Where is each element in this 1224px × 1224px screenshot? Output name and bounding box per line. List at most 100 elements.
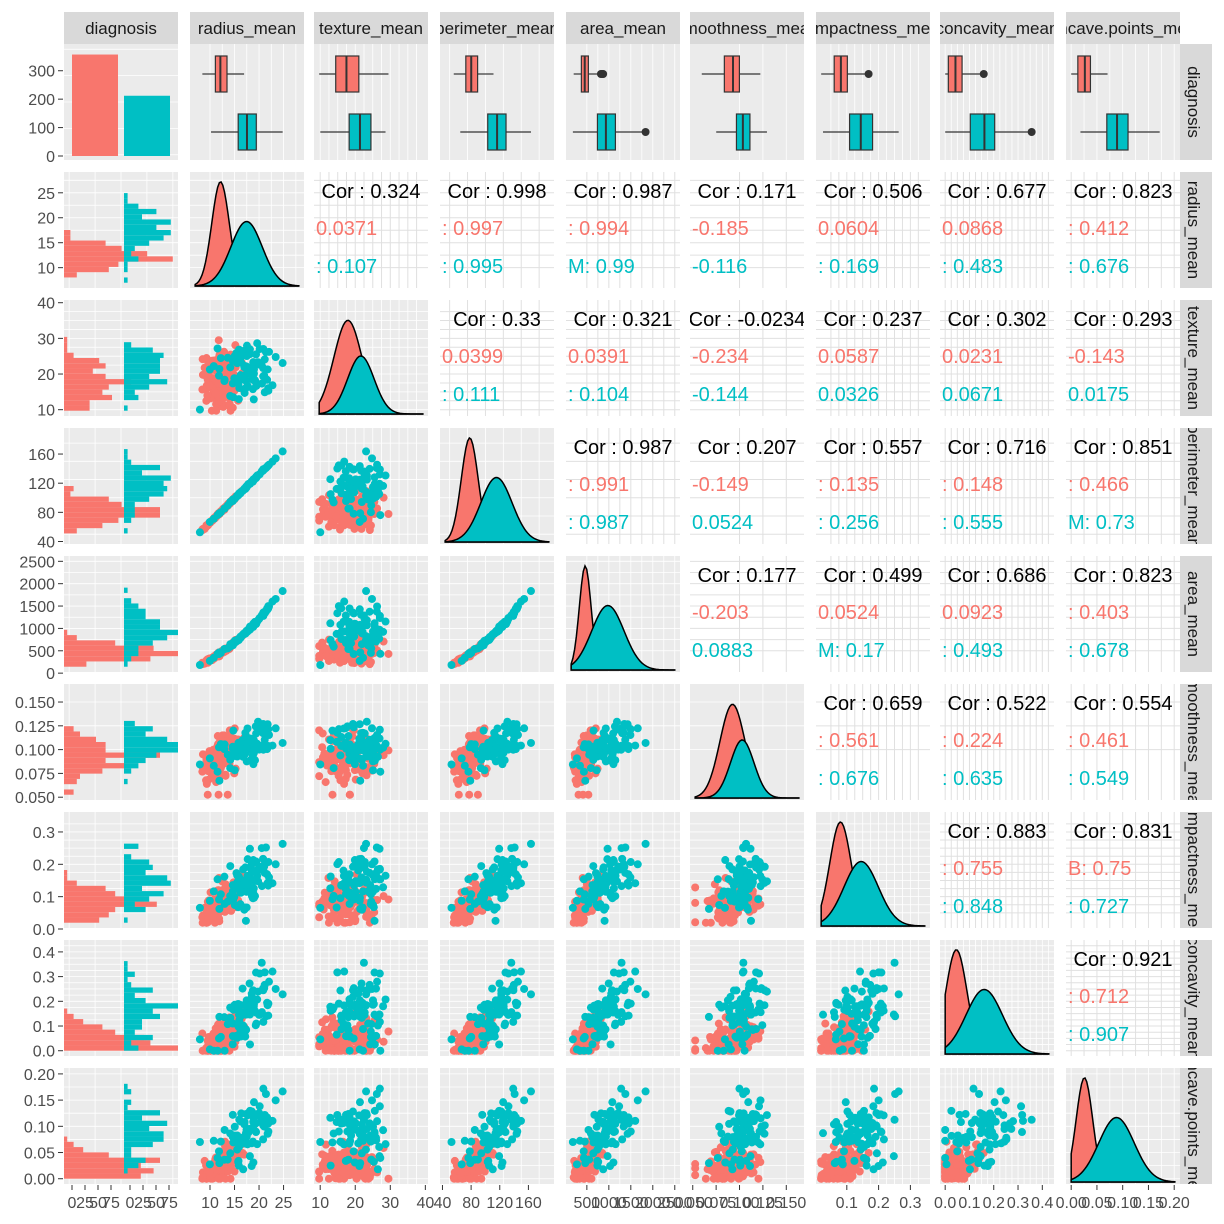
point-M bbox=[347, 495, 356, 504]
point-M bbox=[337, 880, 346, 889]
point-M bbox=[326, 1006, 335, 1015]
column-strip-2: texture_mean bbox=[314, 12, 428, 44]
hist-bar-M bbox=[124, 971, 135, 977]
point-M bbox=[491, 887, 500, 896]
box-B bbox=[723, 55, 740, 93]
hist-bar-B bbox=[64, 373, 106, 380]
hist-bar-B bbox=[64, 1019, 84, 1025]
point-M bbox=[223, 501, 232, 510]
hist-bar-B bbox=[64, 266, 109, 273]
hist-bar-M bbox=[124, 266, 128, 273]
hist-bar-B bbox=[64, 896, 144, 902]
hist-bar-B bbox=[64, 1045, 178, 1051]
point-B bbox=[315, 726, 324, 735]
row-strip-8: concave.points_mean bbox=[1178, 1068, 1212, 1184]
y-tick-label: 2000 bbox=[19, 577, 55, 594]
point-M bbox=[220, 872, 229, 881]
point-M bbox=[241, 484, 250, 493]
point-M bbox=[367, 594, 376, 603]
hist-bar-M bbox=[124, 517, 132, 523]
point-M bbox=[499, 736, 508, 745]
hist-bar-M bbox=[124, 528, 128, 534]
point-M bbox=[473, 897, 482, 906]
point-B bbox=[574, 790, 583, 799]
point-M bbox=[626, 858, 635, 867]
point-B bbox=[384, 1027, 393, 1036]
histograms bbox=[64, 449, 171, 534]
point-B bbox=[379, 1037, 388, 1046]
point-B bbox=[209, 1029, 218, 1038]
bar-B bbox=[72, 54, 118, 156]
point-M bbox=[223, 897, 232, 906]
point-B bbox=[318, 743, 327, 752]
point-M bbox=[220, 377, 229, 386]
strip-background bbox=[566, 12, 680, 44]
point-M bbox=[242, 1009, 251, 1018]
hist-bar-M bbox=[124, 763, 139, 769]
scatter bbox=[315, 447, 393, 537]
hist-bar-B bbox=[64, 773, 80, 779]
strip-background bbox=[1178, 428, 1212, 544]
point-M bbox=[252, 1019, 261, 1028]
point-M bbox=[316, 1035, 325, 1044]
hist-bar-B bbox=[64, 757, 106, 764]
point-M bbox=[247, 754, 256, 763]
point-M bbox=[364, 752, 373, 761]
point-M bbox=[633, 724, 642, 733]
hist-bar-M bbox=[124, 1168, 128, 1174]
panel-background bbox=[440, 556, 554, 672]
scatter bbox=[447, 839, 535, 927]
point-M bbox=[249, 365, 258, 374]
point-M bbox=[263, 998, 272, 1007]
hist-bar-M bbox=[124, 619, 160, 625]
strip-background bbox=[1178, 812, 1212, 928]
hist-bar-M bbox=[124, 491, 164, 497]
point-B bbox=[706, 918, 715, 927]
point-M bbox=[360, 745, 369, 754]
hist-bar-M bbox=[124, 1089, 132, 1095]
point-M bbox=[214, 371, 223, 380]
panel-0-7 bbox=[940, 44, 1054, 160]
column-strip-1: radius_mean bbox=[190, 12, 304, 44]
density-M bbox=[194, 220, 300, 287]
point-M bbox=[366, 1032, 375, 1041]
point-M bbox=[255, 862, 264, 871]
hist-bar-M bbox=[124, 976, 128, 983]
point-M bbox=[278, 359, 287, 368]
point-M bbox=[467, 740, 476, 749]
point-B bbox=[221, 880, 230, 889]
point-M bbox=[205, 365, 214, 374]
point-M bbox=[362, 616, 371, 625]
point-M bbox=[373, 602, 382, 611]
strip-background bbox=[314, 12, 428, 44]
row-strip-label: area_mean bbox=[1184, 571, 1203, 657]
y-tick-label: 20 bbox=[37, 211, 55, 228]
point-M bbox=[631, 741, 640, 750]
hist-bar-B bbox=[64, 491, 71, 497]
point-M bbox=[255, 1010, 264, 1019]
boxplots bbox=[319, 55, 389, 151]
hist-bar-B bbox=[64, 1034, 144, 1041]
hist-bar-M bbox=[124, 731, 146, 737]
point-M bbox=[241, 1025, 250, 1034]
point-M bbox=[235, 383, 244, 392]
point-M bbox=[355, 736, 364, 745]
point-M bbox=[248, 385, 257, 394]
boxplots bbox=[202, 55, 283, 151]
point-M bbox=[271, 860, 280, 869]
panel-8-0 bbox=[64, 1068, 178, 1184]
point-M bbox=[334, 602, 343, 611]
column-strip-label: texture_mean bbox=[319, 19, 423, 38]
point-M bbox=[368, 483, 377, 492]
x-tick-label: 0.2 bbox=[867, 1195, 889, 1212]
hist-bar-M bbox=[124, 394, 139, 401]
point-M bbox=[246, 1040, 255, 1049]
strip-background bbox=[440, 12, 554, 44]
point-M bbox=[236, 751, 245, 760]
hist-bar-B bbox=[64, 640, 116, 646]
x-tick-label: 40 bbox=[416, 1195, 434, 1212]
hist-bar-B bbox=[64, 230, 71, 236]
point-M bbox=[359, 484, 368, 493]
hist-bar-M bbox=[124, 742, 178, 748]
scatter bbox=[195, 447, 287, 537]
